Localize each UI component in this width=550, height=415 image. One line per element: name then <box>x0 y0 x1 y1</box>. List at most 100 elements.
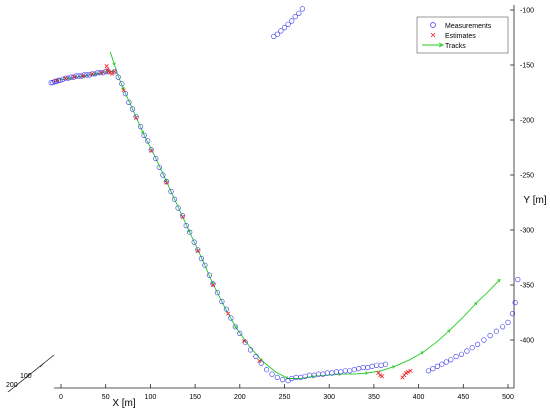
track-line <box>109 51 501 379</box>
measurement-point <box>374 362 380 368</box>
y-axis-ticks: -100 -150 -200 -250 -300 -350 -400 <box>510 8 534 345</box>
y-tick-label: -250 <box>520 173 534 180</box>
track-arrow <box>121 86 125 90</box>
measurement-point <box>50 79 56 86</box>
measurement-point <box>487 333 493 339</box>
track-arrow <box>187 229 191 233</box>
measurement-point <box>171 196 178 202</box>
measurement-point <box>271 33 277 40</box>
measurement-point <box>269 371 275 377</box>
x-tick-label: 500 <box>502 394 514 401</box>
measurement-point <box>198 256 204 262</box>
measurement-point <box>458 351 465 357</box>
measurement-point <box>97 70 103 76</box>
legend-measurements-label: Measurements <box>445 23 492 30</box>
legend-measurements-marker <box>430 22 436 28</box>
measurement-point <box>333 369 340 375</box>
measurement-point <box>133 114 139 120</box>
measurement-point <box>195 247 201 253</box>
measurement-point <box>48 79 54 86</box>
estimate-point <box>63 76 68 81</box>
measurement-point <box>60 76 66 82</box>
measurement-point <box>228 315 234 321</box>
measurement-point <box>219 298 225 305</box>
x-tick-label: 0 <box>59 394 63 401</box>
x-axis-label: X [m] <box>112 398 136 409</box>
measurement-point <box>126 99 132 105</box>
measurement-point <box>160 172 166 178</box>
x-tick-label: 300 <box>323 394 335 401</box>
measurement-point <box>68 74 74 80</box>
measurement-point <box>338 369 344 375</box>
measurement-point <box>138 123 144 130</box>
measurement-point <box>453 353 459 360</box>
track-arrow <box>447 329 451 333</box>
track-arrow <box>210 281 214 285</box>
y-tick-label: -400 <box>520 338 534 345</box>
measurement-point <box>247 347 254 353</box>
measurement-point <box>365 364 371 371</box>
y-tick-label: -150 <box>520 63 534 70</box>
measurement-point <box>145 138 151 144</box>
measurement-point <box>298 374 304 381</box>
measurement-point <box>223 306 229 312</box>
measurement-point <box>232 324 238 330</box>
measurement-point <box>324 370 331 376</box>
measurement-point <box>448 357 454 363</box>
tracks-series <box>56 51 501 380</box>
measurement-point <box>274 31 280 37</box>
measurement-point <box>183 223 189 229</box>
estimate-point <box>408 368 413 373</box>
measurement-point <box>281 25 288 31</box>
estimate-point <box>149 148 154 153</box>
measurement-point <box>115 74 121 80</box>
axes: 100 200 <box>6 5 515 393</box>
measurement-point <box>187 229 193 235</box>
z-axis-tick-label: 200 <box>6 382 18 389</box>
measurement-point <box>464 348 470 354</box>
measurement-point <box>509 311 516 317</box>
measurement-point <box>469 345 475 351</box>
z-axis-line <box>7 354 55 393</box>
measurement-point <box>347 368 353 374</box>
estimate-point <box>105 67 110 72</box>
measurement-point <box>70 74 77 80</box>
y-tick-label: -100 <box>520 8 534 15</box>
measurement-point <box>293 374 299 381</box>
y-tick-label: -200 <box>520 118 534 125</box>
legend: Measurements Estimates Tracks <box>416 16 509 54</box>
measurement-point <box>258 360 264 366</box>
track-arrow <box>391 365 396 369</box>
estimate-point <box>195 248 200 253</box>
x-tick-label: 100 <box>145 394 157 401</box>
measurement-point <box>296 10 302 16</box>
legend-tracks-arrow <box>438 42 445 48</box>
track-arrow <box>311 374 315 379</box>
measurement-point <box>180 213 186 219</box>
measurement-point <box>369 363 375 370</box>
measurement-point <box>163 179 170 185</box>
measurement-point <box>342 368 348 374</box>
estimate-point <box>121 88 126 93</box>
measurement-point <box>111 68 118 75</box>
legend-estimates-marker <box>430 32 436 38</box>
measurement-point <box>175 205 181 211</box>
measurement-point <box>515 276 521 283</box>
measurement-point <box>443 359 449 365</box>
measurement-point <box>425 368 432 374</box>
estimate-point <box>90 71 95 76</box>
measurements-series <box>48 6 521 384</box>
measurement-point <box>285 21 291 27</box>
measurement-point <box>360 364 366 371</box>
x-tick-label: 450 <box>457 394 469 401</box>
track-arrow <box>112 62 116 66</box>
estimates-series <box>54 64 413 380</box>
measurement-point <box>62 75 69 81</box>
y-tick-label: -300 <box>520 228 534 235</box>
x-tick-label: 50 <box>102 394 110 401</box>
measurement-point <box>512 300 518 306</box>
estimate-point <box>242 339 247 344</box>
measurement-point <box>148 147 154 153</box>
x-tick-label: 250 <box>279 394 291 401</box>
